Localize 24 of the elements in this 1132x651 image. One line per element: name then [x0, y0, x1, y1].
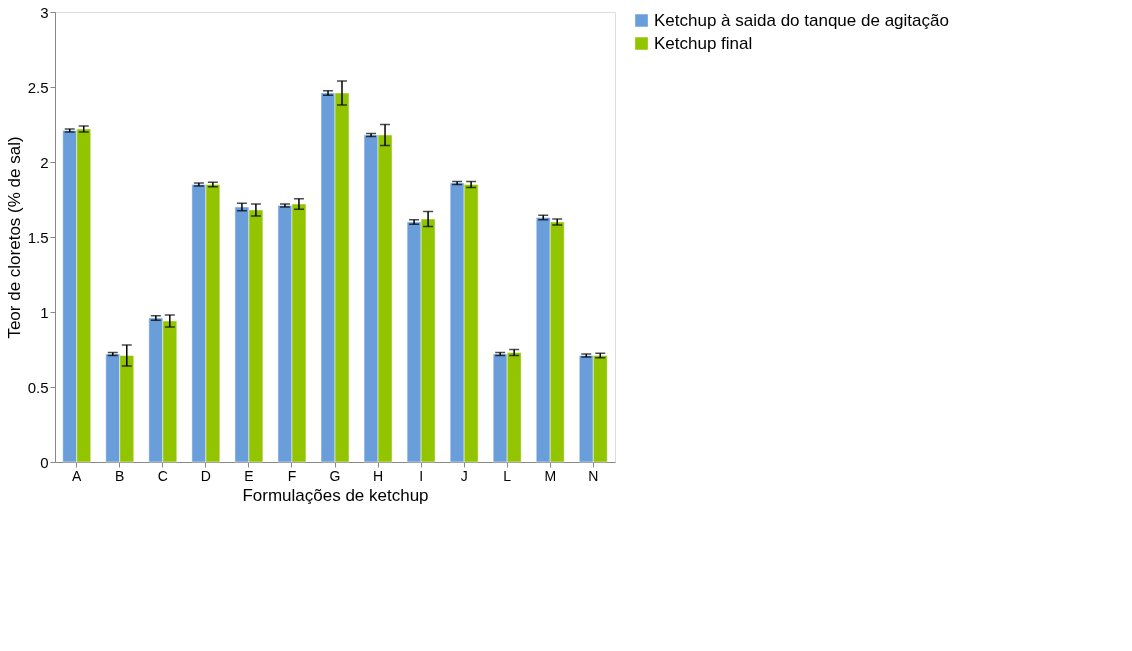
legend-label: Ketchup final: [654, 33, 753, 53]
x-tick-label: L: [503, 467, 512, 484]
y-tick-label: 1: [40, 303, 49, 321]
x-tick-label: N: [588, 467, 599, 484]
x-tick-label: E: [244, 467, 254, 484]
y-tick-label: 0: [40, 453, 49, 471]
x-tick-label: A: [72, 467, 83, 484]
x-tick-label: C: [157, 467, 168, 484]
y-axis-title: Teor de cloretos (% de sal): [4, 136, 24, 339]
y-tick-label: 2: [40, 153, 49, 171]
x-axis-title: Formulações de ketchup: [242, 485, 429, 505]
y-tick-label: 3: [40, 3, 49, 21]
y-tick-label: 2.5: [27, 78, 49, 96]
x-tick-label: I: [419, 467, 424, 484]
y-tick-label: 0.5: [27, 378, 49, 396]
x-tick-label: B: [115, 467, 125, 484]
legend-label: Ketchup à saida do tanque de agitação: [654, 10, 949, 30]
x-tick-label: G: [329, 467, 341, 484]
x-tick-label: F: [287, 467, 297, 484]
x-tick-label: D: [200, 467, 211, 484]
x-tick-label: H: [372, 467, 384, 484]
y-tick-label: 1.5: [27, 228, 49, 246]
x-tick-label: J: [460, 467, 468, 484]
x-tick-label: M: [544, 467, 557, 484]
